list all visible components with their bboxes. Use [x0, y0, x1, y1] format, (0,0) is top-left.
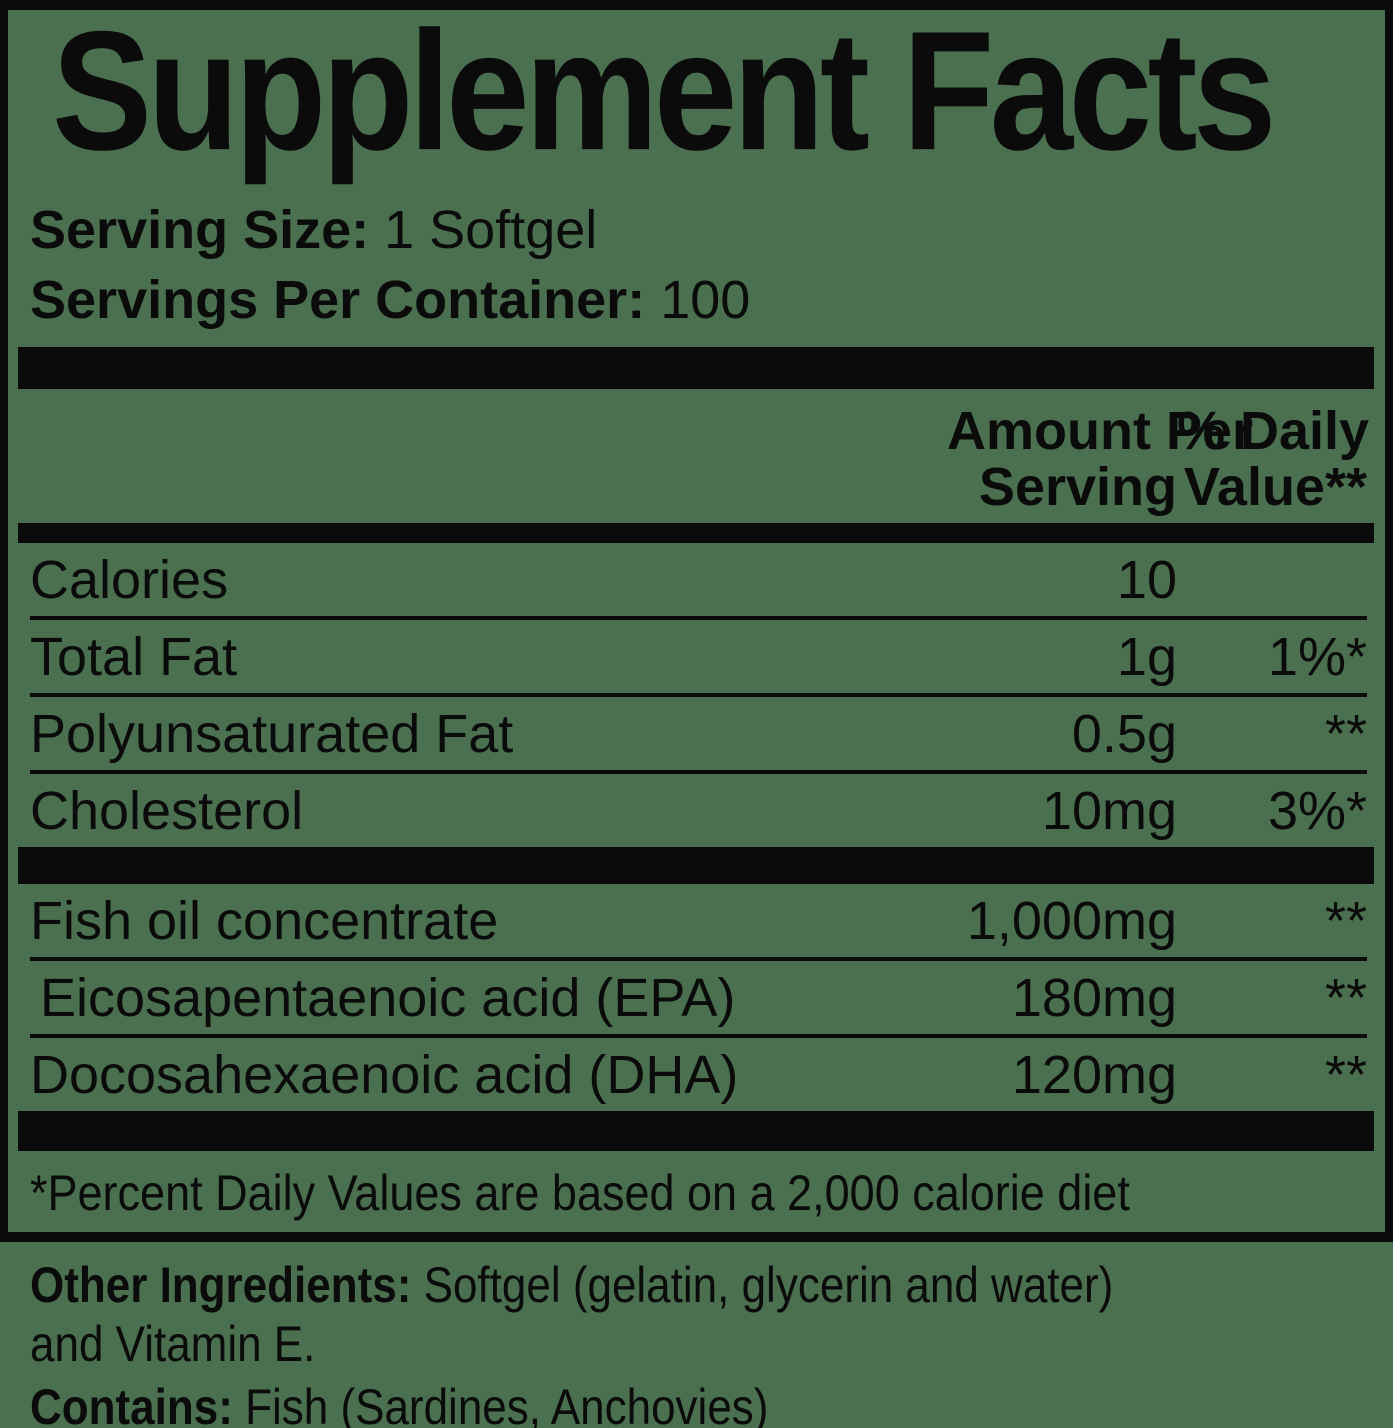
other-ingredients-text: Softgel (gelatin, glycerin and water): [423, 1257, 1114, 1313]
section-bar-bottom: [18, 1111, 1374, 1151]
row-divider: [30, 616, 1367, 620]
contains-line: Contains: Fish (Sardines, Anchovies): [30, 1378, 1229, 1428]
ingredient-dv: **: [1324, 891, 1367, 951]
below-panel-text: Other Ingredients: Softgel (gelatin, gly…: [30, 1256, 1393, 1428]
ingredient-row-epa: Eicosapentaenoic acid (EPA) 180mg **: [30, 961, 1367, 1034]
nutrient-row-cholesterol: Cholesterol 10mg 3%*: [30, 774, 1367, 847]
ingredient-amount: 120mg: [1011, 1045, 1177, 1105]
header-separator-bar: [18, 523, 1374, 543]
other-ingredients-continued: and Vitamin E.: [30, 1316, 316, 1372]
nutrient-dv: 3%*: [1267, 781, 1367, 841]
row-divider: [30, 1034, 1367, 1038]
row-divider: [30, 957, 1367, 961]
column-headers: Amount Per Serving % Daily Value**: [30, 389, 1370, 521]
nutrient-amount: 1g: [1116, 627, 1177, 687]
nutrient-amount: 10mg: [1041, 781, 1177, 841]
serving-info: Serving Size: 1 Softgel Servings Per Con…: [30, 195, 1367, 335]
amount-per-serving-header: Amount Per Serving: [947, 401, 1254, 517]
nutrient-name: Polyunsaturated Fat: [30, 704, 514, 764]
ingredient-amount: 1,000mg: [966, 891, 1177, 951]
nutrient-name: Cholesterol: [30, 781, 304, 841]
supplement-facts-panel: Supplement Facts Serving Size: 1 Softgel…: [0, 0, 1393, 1242]
servings-per-container-value: 100: [660, 270, 751, 330]
nutrient-dv: 1%*: [1267, 627, 1367, 687]
nutrient-row-total-fat: Total Fat 1g 1%*: [30, 620, 1367, 693]
contains-text: Fish (Sardines, Anchovies): [245, 1379, 769, 1428]
section-bar-middle: [18, 847, 1374, 884]
ingredient-dv: **: [1324, 968, 1367, 1028]
nutrient-amount: 10: [1116, 550, 1177, 610]
daily-value-header: % Daily Value**: [1177, 401, 1370, 517]
other-ingredients-line: Other Ingredients: Softgel (gelatin, gly…: [30, 1256, 1229, 1315]
panel-title: Supplement Facts: [52, 0, 1276, 186]
nutrient-name: Calories: [30, 550, 229, 610]
serving-size-line: Serving Size: 1 Softgel: [30, 195, 1367, 265]
ingredient-row-fish-oil: Fish oil concentrate 1,000mg **: [30, 884, 1367, 957]
serving-size-value: 1 Softgel: [384, 200, 598, 260]
contains-label: Contains:: [30, 1379, 233, 1428]
ingredient-amount: 180mg: [1011, 968, 1177, 1028]
footnote-percent-daily-values: *Percent Daily Values are based on a 2,0…: [30, 1165, 1130, 1221]
serving-size-label: Serving Size:: [30, 200, 370, 260]
ingredient-name: Eicosapentaenoic acid (EPA): [40, 968, 736, 1028]
servings-per-container-line: Servings Per Container: 100: [30, 265, 1367, 335]
nutrient-row-calories: Calories 10: [30, 543, 1367, 616]
ingredient-row-dha: Docosahexaenoic acid (DHA) 120mg **: [30, 1038, 1367, 1111]
nutrient-name: Total Fat: [30, 627, 238, 687]
section-bar-top: [18, 347, 1374, 389]
nutrient-row-polyunsaturated-fat: Polyunsaturated Fat 0.5g **: [30, 697, 1367, 770]
row-divider: [30, 770, 1367, 774]
other-ingredients-label: Other Ingredients:: [30, 1257, 412, 1313]
ingredient-dv: **: [1324, 1045, 1367, 1105]
row-divider: [30, 693, 1367, 697]
servings-per-container-label: Servings Per Container:: [30, 270, 646, 330]
nutrient-amount: 0.5g: [1071, 704, 1177, 764]
ingredient-name: Docosahexaenoic acid (DHA): [30, 1045, 739, 1105]
nutrient-dv: **: [1324, 704, 1367, 764]
ingredient-name: Fish oil concentrate: [30, 891, 499, 951]
